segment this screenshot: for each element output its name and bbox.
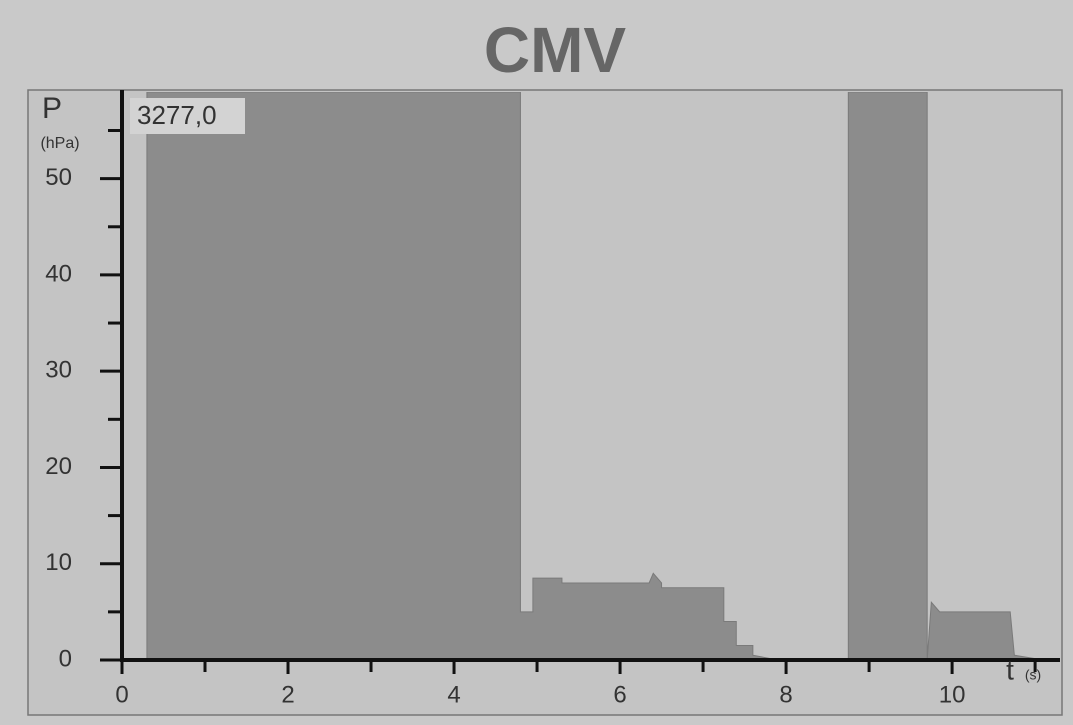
x-tick-label: 2 xyxy=(281,681,294,708)
x-tick-label: 10 xyxy=(939,681,966,708)
y-tick-label: 50 xyxy=(45,164,72,191)
x-tick-label: 4 xyxy=(447,681,460,708)
x-tick-label: 0 xyxy=(115,681,128,708)
y-tick-label: 30 xyxy=(45,357,72,384)
y-label: P xyxy=(42,92,62,125)
y-tick-label: 10 xyxy=(45,549,72,576)
readout: 3277,0 xyxy=(137,100,217,130)
x-unit: (s) xyxy=(1025,667,1041,683)
y-unit: (hPa) xyxy=(40,135,79,152)
x-tick-label: 8 xyxy=(779,681,792,708)
y-tick-label: 20 xyxy=(45,453,72,480)
screen: CMV 3277,0 P (hPa) t (s) 0 10 20 30 40 50 0 2 4 6… xyxy=(0,0,1073,725)
y-tick-label: 0 xyxy=(59,645,72,672)
chart-title: CMV xyxy=(484,14,627,86)
y-tick-label: 40 xyxy=(45,260,72,287)
x-tick-label: 6 xyxy=(613,681,626,708)
x-label: t xyxy=(1006,654,1014,685)
